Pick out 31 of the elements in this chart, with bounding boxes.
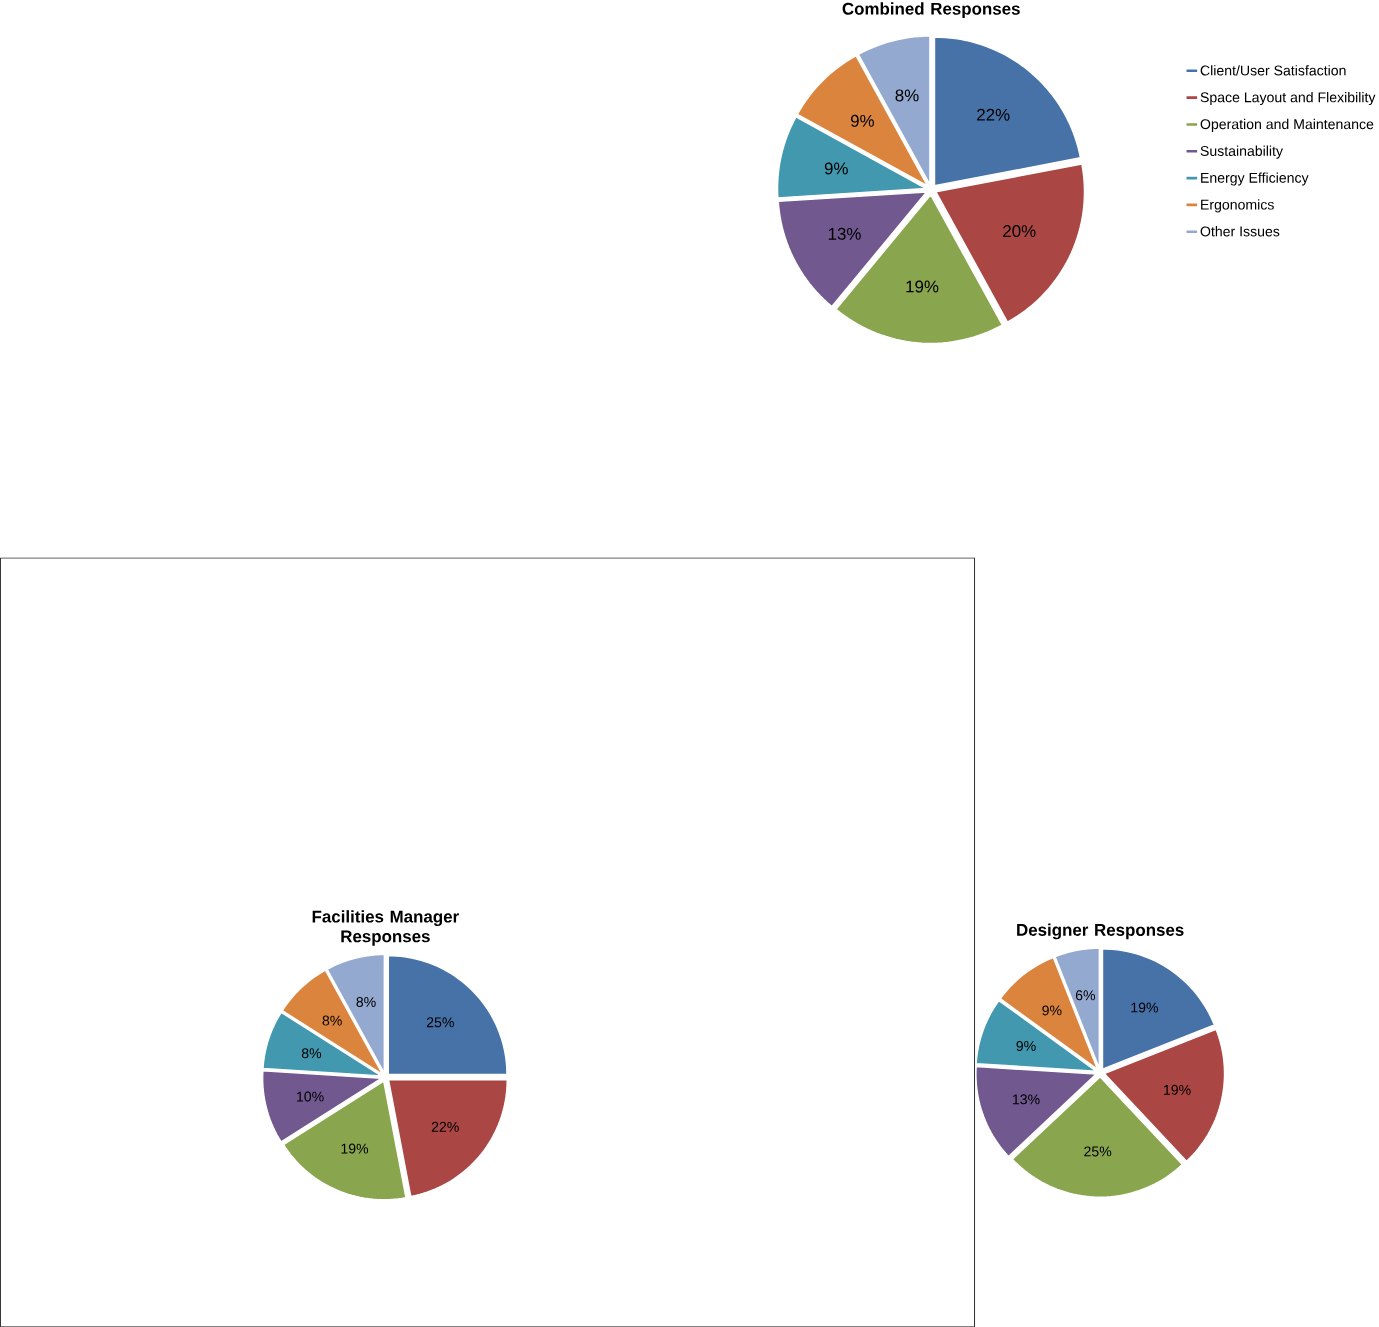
legend-label: Sustainability	[1200, 145, 1283, 159]
legend-label: Other Issues	[1200, 225, 1280, 237]
data-label: 8%	[356, 996, 376, 1007]
data-label: 25%	[1084, 1146, 1112, 1157]
data-label: 9%	[850, 114, 874, 127]
chart-title: Designer Responses	[1017, 923, 1184, 940]
data-label: 19%	[1131, 1002, 1159, 1013]
data-label: 19%	[1163, 1084, 1191, 1095]
data-label: 22%	[977, 108, 1010, 121]
legend-label: Client/User Satisfaction	[1200, 64, 1346, 76]
legend-label: Space Layout and Flexibility	[1200, 91, 1376, 105]
chart-title: Facilities Manager Responses	[312, 910, 459, 946]
data-label: 8%	[895, 89, 919, 102]
data-label: 9%	[1016, 1040, 1036, 1051]
data-label: 13%	[1012, 1094, 1040, 1105]
data-label: 22%	[431, 1121, 459, 1132]
data-label: 25%	[426, 1017, 454, 1028]
data-label: 13%	[828, 227, 861, 240]
legend-label: Energy Efficiency	[1201, 172, 1309, 186]
data-label: 8%	[301, 1048, 322, 1059]
data-label: 6%	[1075, 990, 1096, 1001]
data-label: 9%	[1042, 1005, 1062, 1016]
legend-label: Operation and Maintenance	[1200, 118, 1374, 132]
data-label: 20%	[1003, 224, 1036, 237]
chart-title: Combined Responses	[842, 2, 1020, 18]
data-label: 8%	[322, 1015, 342, 1026]
legend-label: Ergonomics	[1201, 199, 1274, 213]
data-label: 19%	[906, 280, 939, 293]
data-label: 9%	[824, 162, 848, 175]
data-label: 19%	[341, 1143, 369, 1154]
data-label: 10%	[297, 1091, 324, 1102]
